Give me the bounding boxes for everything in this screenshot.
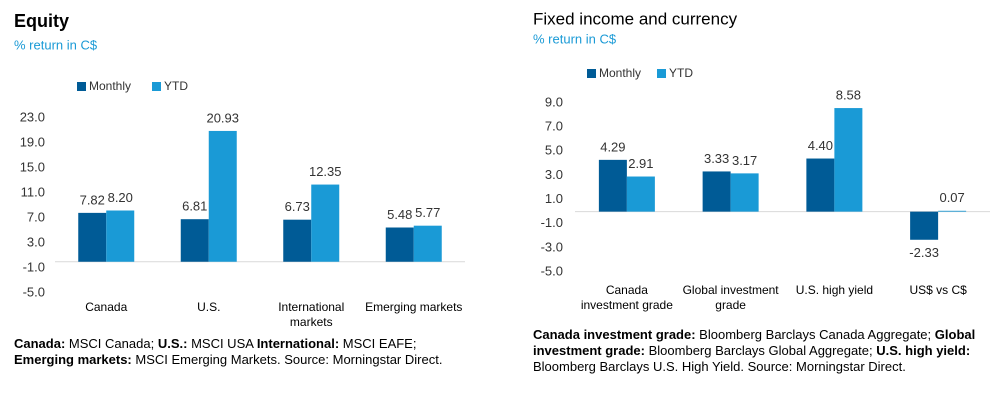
value-label: 12.35	[309, 164, 342, 179]
bar	[106, 210, 135, 262]
footnote-text: Bloomberg Barclays Canada Aggregate;	[699, 327, 932, 342]
y-tick-label: -5.0	[23, 284, 45, 299]
x-tick-label: US$ vs C$	[909, 283, 967, 297]
footnote-term: Canada:	[14, 336, 66, 351]
value-label: 0.07	[939, 190, 964, 205]
y-tick-label: 19.0	[20, 134, 45, 149]
bar	[385, 227, 414, 262]
x-tick-label: U.S. high yield	[795, 283, 874, 297]
value-label: 7.82	[80, 192, 105, 207]
legend-swatch	[657, 69, 666, 78]
footnote: Canada: MSCI Canada; U.S.: MSCI USA Inte…	[14, 336, 474, 368]
footnote-text: MSCI EAFE;	[342, 336, 417, 351]
bar	[834, 108, 863, 212]
value-label: 6.81	[182, 199, 207, 214]
value-label: 3.17	[732, 153, 757, 168]
x-tick-label: Canada	[85, 300, 128, 314]
value-label: 4.40	[808, 138, 833, 153]
value-label: 20.93	[206, 110, 239, 125]
bar	[311, 184, 340, 262]
y-tick-label: 9.0	[545, 94, 563, 109]
value-label: 4.29	[600, 139, 625, 154]
y-tick-label: -3.0	[541, 239, 563, 254]
bar	[910, 211, 939, 240]
chart-title: Equity	[14, 11, 69, 31]
x-tick-label: Canada investment grade	[580, 283, 673, 312]
bar	[180, 219, 209, 262]
y-tick-label: -1.0	[23, 259, 45, 274]
value-label: -2.33	[909, 245, 939, 260]
bar	[208, 130, 237, 262]
bar	[702, 171, 731, 212]
bar	[283, 219, 312, 262]
footnote: Canada investment grade: Bloomberg Barcl…	[533, 327, 993, 375]
x-tick-label: International markets	[278, 300, 345, 329]
footnote-term: Emerging markets:	[14, 352, 132, 367]
footnote-term: U.S. high yield:	[876, 343, 971, 358]
bar	[598, 159, 627, 212]
chart-subtitle: % return in C$	[14, 37, 98, 52]
legend-label: YTD	[669, 66, 693, 80]
footnote-text: Bloomberg Barclays U.S. High Yield. Sour…	[533, 359, 906, 374]
y-tick-label: 7.0	[545, 119, 563, 134]
bar	[938, 210, 967, 212]
value-label: 3.33	[704, 151, 729, 166]
y-tick-label: 11.0	[21, 184, 45, 199]
value-label: 8.20	[108, 190, 133, 205]
y-tick-label: 15.0	[20, 159, 45, 174]
y-tick-label: 7.0	[27, 209, 45, 224]
y-tick-label: 23.0	[20, 109, 45, 124]
legend-swatch	[152, 82, 161, 91]
y-tick-label: 5.0	[545, 143, 563, 158]
value-label: 5.77	[415, 205, 440, 220]
bar	[78, 212, 107, 262]
footnote-term: International:	[256, 336, 340, 351]
y-tick-label: 3.0	[27, 234, 45, 249]
value-label: 6.73	[285, 199, 310, 214]
footnote-text: Bloomberg Barclays Global Aggregate;	[648, 343, 873, 358]
bar	[806, 158, 835, 212]
legend-swatch	[77, 82, 86, 91]
legend-swatch	[587, 69, 596, 78]
footnote-term: Global investment grade:	[533, 327, 976, 358]
value-label: 8.58	[836, 88, 861, 103]
y-tick-label: -5.0	[541, 263, 563, 278]
chart-title: Fixed income and currency	[533, 9, 738, 28]
footnote-text: MSCI Emerging Markets. Source: Morningst…	[135, 352, 443, 367]
x-tick-label: Emerging markets	[365, 300, 463, 314]
x-tick-label: U.S.	[197, 300, 221, 314]
footnote-term: Canada investment grade:	[533, 327, 696, 342]
y-tick-label: 3.0	[545, 167, 563, 182]
legend-label: Monthly	[89, 79, 131, 93]
bar	[626, 176, 655, 212]
legend-label: Monthly	[599, 66, 641, 80]
chart-subtitle: % return in C$	[533, 31, 617, 46]
footnote-text: MSCI USA	[191, 336, 254, 351]
footnote-term: U.S.:	[157, 336, 188, 351]
bar	[413, 225, 442, 262]
bar	[730, 173, 759, 212]
x-tick-label: Global investment grade	[682, 283, 779, 312]
y-tick-label: -1.0	[541, 215, 563, 230]
footnote-text: MSCI Canada;	[68, 336, 155, 351]
legend-label: YTD	[164, 79, 188, 93]
value-label: 2.91	[628, 156, 653, 171]
y-tick-label: 1.0	[545, 191, 563, 206]
value-label: 5.48	[387, 207, 412, 222]
